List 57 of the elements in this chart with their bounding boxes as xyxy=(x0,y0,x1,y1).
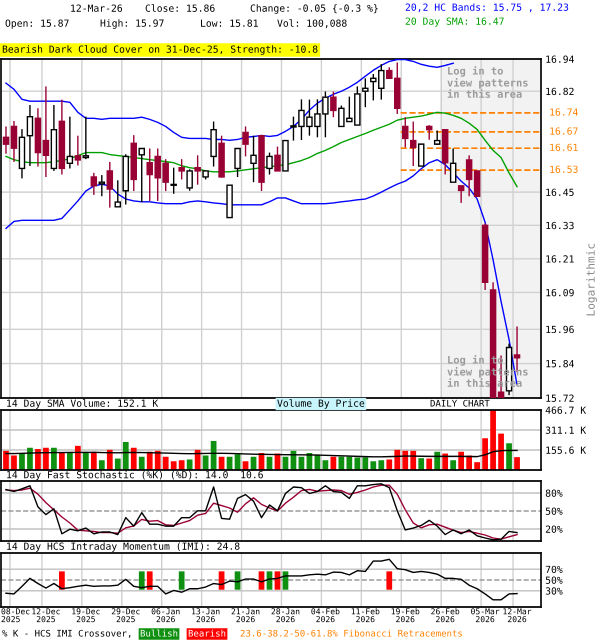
y-tick-label: 15.84 xyxy=(546,360,574,368)
text: 12-Mar-26 xyxy=(71,4,122,12)
y-tick-label: 30% xyxy=(546,587,563,595)
ref-line-label: 16.61 xyxy=(550,144,578,152)
x-tick-label: 05-Mar 2026 xyxy=(471,608,500,622)
text: DAILY CHART xyxy=(430,400,490,407)
x-tick-label: 26-Feb 2026 xyxy=(431,608,460,622)
ref-line-label: 16.67 xyxy=(550,127,578,135)
y-tick-label: 50% xyxy=(546,508,563,515)
y-tick-label: 155.6 K xyxy=(546,446,586,454)
legend-title: % K - HCS IMI Crossover, xyxy=(2,630,130,638)
x-tick-label: 11-Feb 2026 xyxy=(352,608,380,622)
chart-title: 14 Day Fast Stochastic (%K) (%D): 14.0 10.6 xyxy=(7,470,263,480)
annotation: Log in to view patterns in this area xyxy=(447,66,528,98)
y-tick-label: 80% xyxy=(546,490,563,497)
y-tick-label: 20% xyxy=(546,526,563,533)
y-tick-label: 311.1 K xyxy=(546,426,586,434)
x-tick-label: 12-Dec 2025 xyxy=(32,608,60,622)
ref-line-label: 16.53 xyxy=(550,166,578,173)
y-tick-label: 15.96 xyxy=(546,326,574,334)
x-tick-label: 13-Jan 2026 xyxy=(192,608,220,622)
y-tick-label: 16.45 xyxy=(546,188,574,196)
text: Open: 15.87 xyxy=(6,19,69,29)
chart-title: 14 Day SMA Volume: 152.1 K xyxy=(7,399,158,409)
x-tick-label: 06-Jan 2026 xyxy=(152,608,180,622)
y-tick-label: 466.7 K xyxy=(546,406,586,414)
x-tick-label: 08-Dec 2025 xyxy=(2,608,30,622)
text: Bullish xyxy=(140,630,178,637)
y-tick-label: 16.94 xyxy=(546,56,574,63)
y-axis-title: Logarithmic xyxy=(586,244,597,316)
ref-line-label: 16.74 xyxy=(550,108,578,116)
x-tick-label: 12-Mar 2026 xyxy=(503,608,532,622)
text: Change: -0.05 {-0.3 %} xyxy=(250,4,378,14)
x-tick-label: 19-Feb 2026 xyxy=(392,608,420,622)
text: 20 Day SMA: 16.47 xyxy=(406,17,504,27)
x-tick-label: 04-Feb 2026 xyxy=(311,608,340,622)
text: 23.6-38.2-50-61.8% Fibonacci Retracements xyxy=(240,630,462,637)
text: Low: 15.81 xyxy=(201,19,258,27)
y-tick-label: 15.72 xyxy=(546,394,574,402)
x-tick-label: 21-Jan 2026 xyxy=(232,608,260,622)
x-tick-label: 19-Dec 2025 xyxy=(72,608,100,622)
y-tick-label: 16.09 xyxy=(546,288,574,296)
x-tick-label: 28-Jan 2026 xyxy=(272,608,300,622)
text: 20,2 HC Bands: 15.75 , 17.23 xyxy=(406,3,568,12)
x-tick-label: 29-Dec 2025 xyxy=(112,608,140,622)
text: High: 15.97 xyxy=(100,19,164,29)
chart-title: 14 Day HCS Intraday Momentum (IMI): 24.8 xyxy=(7,542,240,552)
y-tick-label: 16.82 xyxy=(546,88,574,96)
text: Bearish xyxy=(188,630,226,637)
y-tick-label: 70% xyxy=(546,566,563,574)
text: Vol: 100,088 xyxy=(277,19,347,28)
y-tick-label: 50% xyxy=(546,576,563,584)
text: Close: 15.86 xyxy=(146,4,215,12)
y-tick-label: 16.33 xyxy=(546,222,574,230)
y-tick-label: 16.21 xyxy=(546,255,574,263)
text: Volume By Price xyxy=(277,399,364,409)
chart-title: Bearish Dark Cloud Cover on 31-Dec-25, Strength: -10.8 xyxy=(2,45,318,55)
